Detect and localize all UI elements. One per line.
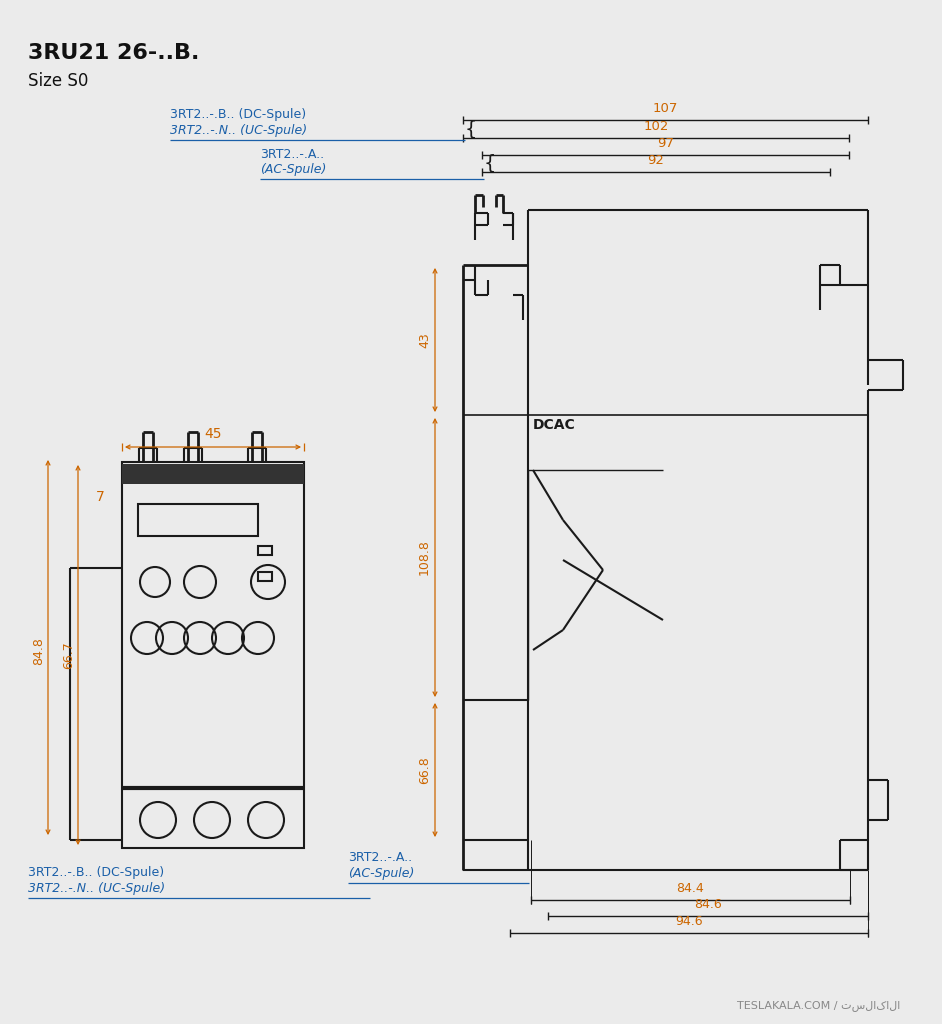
Text: 97: 97 <box>658 137 674 150</box>
Text: 84.6: 84.6 <box>694 898 722 911</box>
Text: 66.7: 66.7 <box>62 641 75 669</box>
Text: (AC-Spule): (AC-Spule) <box>348 867 414 880</box>
Bar <box>258 572 272 581</box>
Text: {: { <box>465 120 478 138</box>
Text: 102: 102 <box>643 120 669 133</box>
Text: 66.8: 66.8 <box>418 756 431 784</box>
Text: Size S0: Size S0 <box>28 72 89 90</box>
Text: DCAC: DCAC <box>533 418 576 432</box>
Text: 3RT2..-.B.. (DC-Spule): 3RT2..-.B.. (DC-Spule) <box>170 108 306 121</box>
Bar <box>138 504 258 536</box>
Text: {: { <box>484 154 496 173</box>
Text: 45: 45 <box>204 427 221 441</box>
Text: 3RT2..-.N.. (UC-Spule): 3RT2..-.N.. (UC-Spule) <box>170 124 307 137</box>
Bar <box>258 546 272 555</box>
Bar <box>122 462 304 848</box>
Text: 84.8: 84.8 <box>32 637 45 665</box>
Text: 43: 43 <box>418 332 431 348</box>
Text: 3RT2..-.N.. (UC-Spule): 3RT2..-.N.. (UC-Spule) <box>28 882 165 895</box>
Text: 3RT2..-.A..: 3RT2..-.A.. <box>348 851 413 864</box>
Text: 92: 92 <box>647 154 664 167</box>
Text: 108.8: 108.8 <box>418 540 431 575</box>
Text: 3RT2..-.A..: 3RT2..-.A.. <box>260 148 324 161</box>
Bar <box>122 464 304 484</box>
Text: 7: 7 <box>96 490 105 504</box>
Text: 3RT2..-.B.. (DC-Spule): 3RT2..-.B.. (DC-Spule) <box>28 866 164 879</box>
Text: (AC-Spule): (AC-Spule) <box>260 163 326 176</box>
Text: 84.4: 84.4 <box>676 882 705 895</box>
Text: 94.6: 94.6 <box>675 915 703 928</box>
Text: 3RU21 26-..B.: 3RU21 26-..B. <box>28 43 200 63</box>
Text: 107: 107 <box>653 102 678 115</box>
Text: TESLAKALA.COM / تسلاکالا: TESLAKALA.COM / تسلاکالا <box>737 1000 900 1011</box>
